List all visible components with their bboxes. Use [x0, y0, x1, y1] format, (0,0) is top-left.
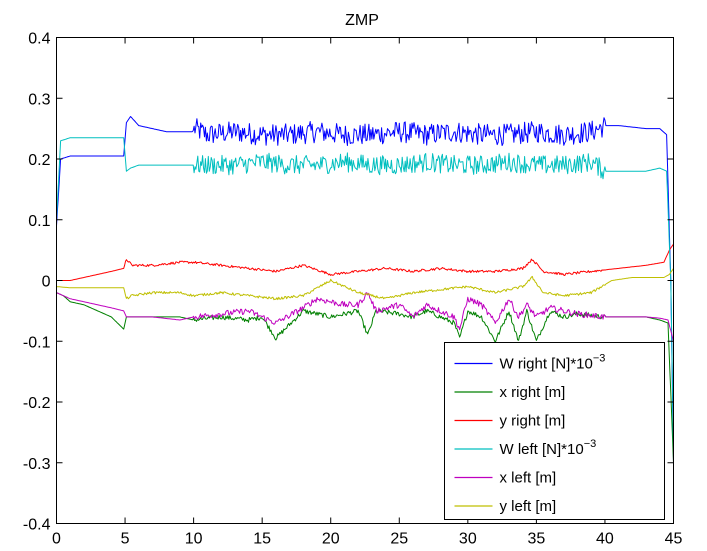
- y-tick-label: -0.3: [23, 456, 51, 473]
- legend-label-text: y right [m]: [500, 413, 566, 430]
- legend-label-3: W left [N]*10−3: [500, 438, 597, 458]
- series-line-4: [56, 292, 674, 342]
- x-tick-label: 25: [390, 531, 408, 548]
- legend-label-0: W right [N]*10−3: [500, 353, 606, 373]
- x-tick-label: 0: [52, 531, 61, 548]
- legend-label-text: x left [m]: [500, 470, 557, 487]
- legend-label-2: y right [m]: [500, 413, 566, 430]
- x-tick-label: 10: [185, 531, 203, 548]
- y-tick-label: 0.3: [28, 91, 50, 108]
- legend-label-text: x right [m]: [500, 384, 566, 401]
- x-tick-label: 30: [459, 531, 477, 548]
- y-tick-label: 0: [42, 274, 51, 291]
- y-tick-label: 0.4: [28, 31, 50, 48]
- legend-label-text: W left [N]*10: [500, 441, 584, 458]
- y-tick-label: -0.2: [23, 395, 51, 412]
- x-tick-label: 40: [596, 531, 614, 548]
- x-tick-label: 15: [253, 531, 271, 548]
- legend-label-exponent: −3: [593, 353, 606, 365]
- legend-label-1: x right [m]: [500, 384, 566, 401]
- legend-label-4: x left [m]: [500, 470, 557, 487]
- plot-lines: [56, 116, 674, 463]
- legend-label-text: y left [m]: [500, 498, 557, 515]
- legend-label-5: y left [m]: [500, 498, 557, 515]
- x-tick-label: 20: [322, 531, 340, 548]
- legend-label-text: W right [N]*10: [500, 356, 593, 373]
- x-tick-label: 5: [121, 531, 130, 548]
- y-tick-label: -0.4: [23, 517, 51, 534]
- chart-title: ZMP: [345, 12, 379, 29]
- series-line-5: [56, 268, 674, 301]
- y-tick-label: 0.2: [28, 152, 50, 169]
- y-tick-label: -0.1: [23, 334, 51, 351]
- x-tick-label: 45: [665, 531, 683, 548]
- x-tick-label: 35: [527, 531, 545, 548]
- y-tick-label: 0.1: [28, 213, 50, 230]
- legend: W right [N]*10−3x right [m]y right [m]W …: [444, 342, 665, 520]
- series-line-3: [56, 137, 674, 451]
- series-line-2: [56, 243, 674, 281]
- series-line-0: [56, 116, 674, 463]
- axes: 0 5 10 15 20 25 30 35 40 45 -0.4 -0.3 -0.2 -0.1 0 0.1 0.…: [23, 31, 683, 548]
- legend-label-exponent: −3: [584, 438, 597, 450]
- legend-box: [444, 342, 665, 520]
